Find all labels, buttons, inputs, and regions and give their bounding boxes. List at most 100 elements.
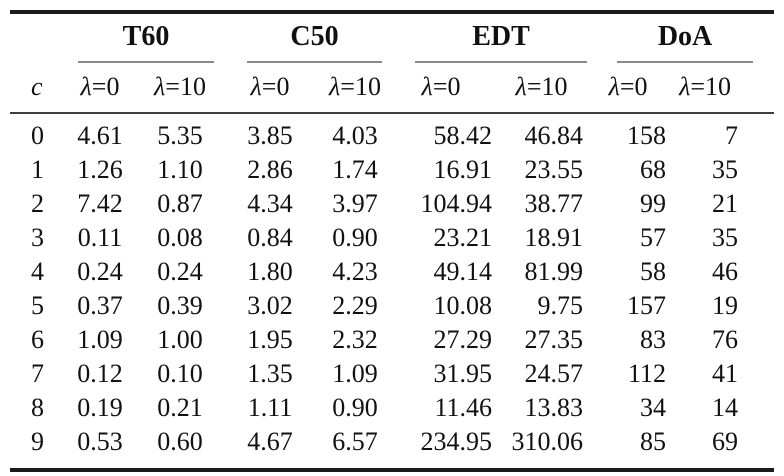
cell-c50b: 2.32 xyxy=(332,325,378,354)
cell-doaa: 158 xyxy=(627,121,667,150)
cell-t60b: 5.35 xyxy=(157,121,203,150)
cell-t60b: 0.87 xyxy=(157,189,203,218)
cell-doaa: 99 xyxy=(640,189,667,218)
cell-doab: 46 xyxy=(712,257,739,286)
cell-c50a: 4.67 xyxy=(247,427,293,456)
cell-t60b: 0.24 xyxy=(157,257,203,286)
cell-doab: 35 xyxy=(712,223,739,252)
group-label-c50: C50 xyxy=(247,14,383,63)
group-label-doa: DoA xyxy=(617,14,754,63)
row-label: 3 xyxy=(31,223,44,252)
subheader-doa-lambda10: λ=10 xyxy=(672,63,775,114)
cell-doab: 35 xyxy=(712,155,739,184)
cell-c50b: 0.90 xyxy=(332,223,378,252)
cell-c50a: 4.34 xyxy=(247,189,293,218)
cell-doaa: 83 xyxy=(640,325,667,354)
cell-edta: 10.08 xyxy=(433,291,493,320)
cell-c50b: 0.90 xyxy=(332,393,378,422)
cell-c50a: 3.85 xyxy=(247,121,293,150)
row-label: 6 xyxy=(31,325,44,354)
cell-t60a: 1.09 xyxy=(77,325,123,354)
cell-t60b: 0.39 xyxy=(157,291,203,320)
cell-edta: 23.21 xyxy=(433,223,493,252)
table-row: 6 1.09 1.00 1.95 2.32 27.29 27.35 83 76 xyxy=(10,323,774,357)
table-row: 0 4.61 5.35 3.85 4.03 58.42 46.84 158 7 xyxy=(10,113,774,153)
cell-edta: 234.95 xyxy=(420,427,493,456)
cell-c50a: 1.11 xyxy=(247,393,293,422)
cell-c50a: 1.80 xyxy=(247,257,293,286)
cell-edtb: 46.84 xyxy=(524,121,584,150)
cell-c50a: 3.02 xyxy=(247,291,293,320)
cell-edta: 58.42 xyxy=(433,121,493,150)
cell-edtb: 24.57 xyxy=(524,359,584,388)
row-label: 2 xyxy=(31,189,44,218)
table-row: 5 0.37 0.39 3.02 2.29 10.08 9.75 157 19 xyxy=(10,289,774,323)
group-header-c50: C50 xyxy=(220,14,390,63)
cell-t60b: 0.60 xyxy=(157,427,203,456)
cell-c50b: 3.97 xyxy=(332,189,378,218)
cell-t60a: 1.26 xyxy=(77,155,123,184)
cell-doab: 76 xyxy=(712,325,739,354)
cell-edtb: 310.06 xyxy=(511,427,584,456)
cell-edtb: 38.77 xyxy=(524,189,584,218)
group-header-row: T60 C50 EDT DoA xyxy=(10,14,774,63)
group-label-edt: EDT xyxy=(415,14,588,63)
cell-edtb: 81.99 xyxy=(524,257,584,286)
cell-c50b: 4.03 xyxy=(332,121,378,150)
cell-doab: 19 xyxy=(712,291,739,320)
cell-edta: 49.14 xyxy=(433,257,493,286)
cell-edta: 104.94 xyxy=(420,189,493,218)
cell-c50b: 2.29 xyxy=(332,291,378,320)
group-label-t60: T60 xyxy=(78,14,214,63)
cell-c50b: 1.74 xyxy=(332,155,378,184)
row-label: 4 xyxy=(31,257,44,286)
cell-doaa: 34 xyxy=(640,393,667,422)
cell-edtb: 13.83 xyxy=(524,393,584,422)
cell-doaa: 157 xyxy=(627,291,667,320)
results-table-wrapper: T60 C50 EDT DoA c λ=0 λ=10 λ=0 λ=10 λ=0 xyxy=(10,10,775,472)
cell-t60a: 7.42 xyxy=(77,189,123,218)
cell-edtb: 23.55 xyxy=(524,155,584,184)
cell-t60a: 0.37 xyxy=(77,291,123,320)
cell-edtb: 27.35 xyxy=(524,325,584,354)
table-row: 3 0.11 0.08 0.84 0.90 23.21 18.91 57 35 xyxy=(10,221,774,255)
cell-c50a: 1.95 xyxy=(247,325,293,354)
group-header-t60: T60 xyxy=(60,14,220,63)
cell-t60a: 0.12 xyxy=(77,359,123,388)
cell-edta: 11.46 xyxy=(434,393,493,422)
cell-t60a: 0.11 xyxy=(77,223,123,252)
cell-t60b: 0.08 xyxy=(157,223,203,252)
cell-doaa: 57 xyxy=(640,223,667,252)
cell-edtb: 18.91 xyxy=(524,223,584,252)
cell-doab: 69 xyxy=(712,427,739,456)
cell-c50a: 1.35 xyxy=(247,359,293,388)
subheader-edt-lambda10: λ=10 xyxy=(500,63,591,114)
top-rule xyxy=(10,10,774,14)
row-label: 0 xyxy=(31,121,44,150)
cell-c50a: 0.84 xyxy=(247,223,293,252)
group-header-doa: DoA xyxy=(590,14,774,63)
table-row: 8 0.19 0.21 1.11 0.90 11.46 13.83 34 14 xyxy=(10,391,774,425)
table-row: 4 0.24 0.24 1.80 4.23 49.14 81.99 58 46 xyxy=(10,255,774,289)
corner-spacer xyxy=(10,14,60,63)
cell-doab: 41 xyxy=(712,359,739,388)
table-row: 9 0.53 0.60 4.67 6.57 234.95 310.06 85 69 xyxy=(10,425,774,468)
cell-doab: 21 xyxy=(712,189,739,218)
cell-c50a: 2.86 xyxy=(247,155,293,184)
row-label: 5 xyxy=(31,291,44,320)
bottom-rule xyxy=(10,468,774,472)
results-table: T60 C50 EDT DoA c λ=0 λ=10 λ=0 λ=10 λ=0 xyxy=(10,14,775,468)
subheader-row: c λ=0 λ=10 λ=0 λ=10 λ=0 λ=10 λ=0 λ=10 xyxy=(10,63,775,114)
table-body: 0 4.61 5.35 3.85 4.03 58.42 46.84 158 7 1 1.26 1.10… xyxy=(10,113,774,468)
cell-t60a: 0.53 xyxy=(77,427,123,456)
cell-t60a: 0.24 xyxy=(77,257,123,286)
row-label: 7 xyxy=(31,359,44,388)
row-label: 8 xyxy=(31,393,44,422)
cell-t60b: 1.10 xyxy=(157,155,203,184)
cell-c50b: 4.23 xyxy=(332,257,378,286)
subheader-t60-lambda0: λ=0 xyxy=(60,63,140,114)
row-label: 1 xyxy=(31,155,44,184)
cell-doaa: 112 xyxy=(627,359,667,388)
cell-edtb: 9.75 xyxy=(537,291,584,320)
subheader-c50-lambda0: λ=0 xyxy=(220,63,320,114)
